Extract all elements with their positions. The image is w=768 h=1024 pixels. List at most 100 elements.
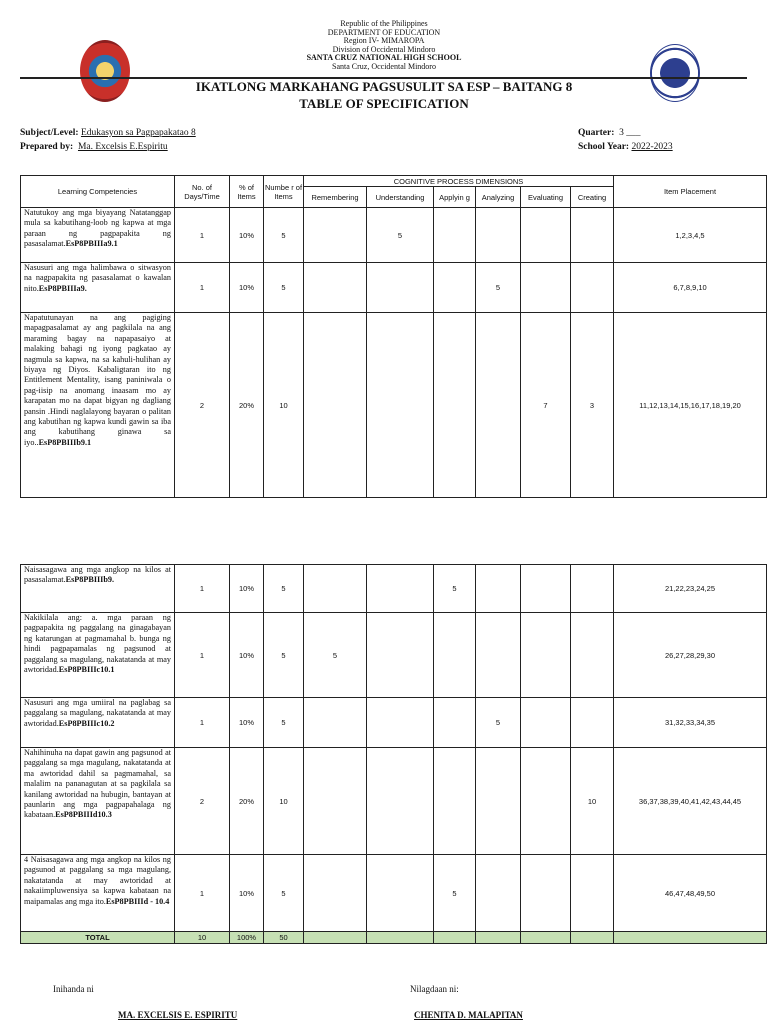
competency-code: EsP8PBIIIb9. xyxy=(65,575,115,585)
placement-cell: 6,7,8,9,10 xyxy=(613,262,768,313)
evaluating-cell: 7 xyxy=(520,312,571,498)
competency-text: 4 Naisasagawa ang mga angkop na kilos ng… xyxy=(24,855,171,906)
analyzing-cell xyxy=(475,612,521,698)
header-creating: Creating xyxy=(569,186,615,208)
total-row: TOTAL 10 100% 50 xyxy=(20,931,767,944)
applying-cell: 5 xyxy=(433,564,476,613)
items-cell: 10 xyxy=(263,747,304,855)
prepared-line: Prepared by: Ma. Excelsis E.Espiritu xyxy=(20,142,168,152)
analyzing-cell xyxy=(475,207,521,263)
remembering-cell xyxy=(303,262,367,313)
table-row: Nahihinuha na dapat gawin ang pagsunod a… xyxy=(20,747,767,855)
applying-cell xyxy=(433,262,476,313)
letterhead-line: Republic of the Philippines xyxy=(340,19,428,28)
creating-cell xyxy=(570,612,614,698)
signed-by-name: CHENITA D. MALAPITAN xyxy=(414,1010,523,1020)
competency-code: EsP8PBIIIa9. xyxy=(38,283,87,293)
understanding-cell xyxy=(366,747,434,855)
days-cell: 1 xyxy=(174,564,230,613)
remembering-cell xyxy=(303,697,367,748)
subject-value: Edukasyon sa Pagpapakatao 8 xyxy=(80,128,196,138)
table-row: Nakikilala ang: a. mga paraan ng pagpapa… xyxy=(20,612,767,698)
competency-text: Nasusuri ang mga halimbawa o sitwasyon n… xyxy=(24,263,171,293)
specification-table: Learning Competencies No. of Days/Time %… xyxy=(20,175,768,498)
items-cell: 5 xyxy=(263,854,304,932)
competency-cell: Nasusuri ang mga umiiral na paglabag sa … xyxy=(20,697,175,748)
total-percent: 100% xyxy=(229,931,264,944)
analyzing-cell: 5 xyxy=(475,262,521,313)
percent-cell: 10% xyxy=(229,564,264,613)
items-cell: 5 xyxy=(263,612,304,698)
understanding-cell xyxy=(366,854,434,932)
signed-by-label: Nilagdaan ni: xyxy=(410,984,459,994)
placement-cell: 26,27,28,29,30 xyxy=(613,612,767,698)
school-year-line: School Year: 2022-2023 xyxy=(578,142,673,152)
placement-cell: 31,32,33,34,35 xyxy=(613,697,767,748)
applying-cell: 5 xyxy=(433,854,476,932)
header-percent: % of Items xyxy=(229,175,264,208)
analyzing-cell xyxy=(475,747,521,855)
remembering-cell xyxy=(303,564,367,613)
evaluating-cell xyxy=(520,697,571,748)
days-cell: 1 xyxy=(174,854,230,932)
competency-text: Nasusuri ang mga umiiral na paglabag sa … xyxy=(24,698,171,728)
days-cell: 1 xyxy=(174,207,230,263)
creating-cell xyxy=(570,854,614,932)
items-cell: 5 xyxy=(263,262,304,313)
remembering-cell xyxy=(303,854,367,932)
total-cell xyxy=(613,931,767,944)
remembering-cell xyxy=(303,747,367,855)
table-row: Nasusuri ang mga halimbawa o sitwasyon n… xyxy=(20,262,768,313)
remembering-cell xyxy=(303,207,367,263)
competency-text: Natutukoy ang mga biyayang Natatanggap m… xyxy=(24,208,171,249)
quarter-line: Quarter: 3 ___ xyxy=(578,128,641,138)
placement-cell: 1,2,3,4,5 xyxy=(613,207,768,263)
school-year-label: School Year: xyxy=(578,142,630,152)
applying-cell xyxy=(433,747,476,855)
header-dimensions: COGNITIVE PROCESS DIMENSIONS xyxy=(302,175,615,187)
total-cell xyxy=(433,931,476,944)
placement-cell: 21,22,23,24,25 xyxy=(613,564,767,613)
understanding-cell xyxy=(366,697,434,748)
applying-cell xyxy=(433,612,476,698)
competency-cell: 4 Naisasagawa ang mga angkop na kilos ng… xyxy=(20,854,175,932)
letterhead-line: Division of Occidental Mindoro xyxy=(332,44,436,54)
prepared-value: Ma. Excelsis E.Espiritu xyxy=(77,142,168,152)
letterhead-line: SANTA CRUZ NATIONAL HIGH SCHOOL xyxy=(306,53,462,63)
analyzing-cell xyxy=(475,854,521,932)
percent-cell: 20% xyxy=(229,747,264,855)
evaluating-cell xyxy=(520,564,571,613)
letterhead-line: DEPARTMENT OF EDUCATION xyxy=(327,27,441,37)
prepared-by-label: Inihanda ni xyxy=(53,984,94,994)
header-items: Numbe r of Items xyxy=(263,175,304,208)
days-cell: 1 xyxy=(174,262,230,313)
letterhead-line: Region IV- MIMAROPA xyxy=(343,36,425,46)
school-year-value: 2022-2023 xyxy=(631,142,673,152)
evaluating-cell xyxy=(520,747,571,855)
total-cell xyxy=(520,931,571,944)
placement-cell: 46,47,48,49,50 xyxy=(613,854,767,932)
prepared-label: Prepared by: xyxy=(20,142,74,152)
applying-cell xyxy=(433,207,476,263)
creating-cell xyxy=(569,207,615,263)
percent-cell: 10% xyxy=(229,262,264,313)
placement-cell: 11,12,13,14,15,16,17,18,19,20 xyxy=(613,312,768,498)
table-row: 4 Naisasagawa ang mga angkop na kilos ng… xyxy=(20,854,767,932)
creating-cell xyxy=(570,697,614,748)
header-divider xyxy=(20,77,747,79)
competency-text: Napatutunayan na ang pagiging mapagpasal… xyxy=(24,313,171,447)
understanding-cell xyxy=(366,564,434,613)
competency-code: EsP8PBIIIc10.1 xyxy=(58,665,115,675)
percent-cell: 10% xyxy=(229,207,264,263)
analyzing-cell xyxy=(475,564,521,613)
subject-label: Subject/Level: xyxy=(20,128,79,138)
competency-text: Naisasagawa ang mga angkop na kilos at p… xyxy=(24,565,171,585)
evaluating-cell xyxy=(520,854,571,932)
deped-seal-icon xyxy=(650,44,700,102)
header-days: No. of Days/Time xyxy=(174,175,230,208)
table-row: Naisasagawa ang mga angkop na kilos at p… xyxy=(20,564,767,613)
creating-cell xyxy=(570,564,614,613)
evaluating-cell xyxy=(520,262,571,313)
quarter-label: Quarter: xyxy=(578,128,615,138)
competency-code: EsP8PBIIIc10.2 xyxy=(58,718,115,728)
